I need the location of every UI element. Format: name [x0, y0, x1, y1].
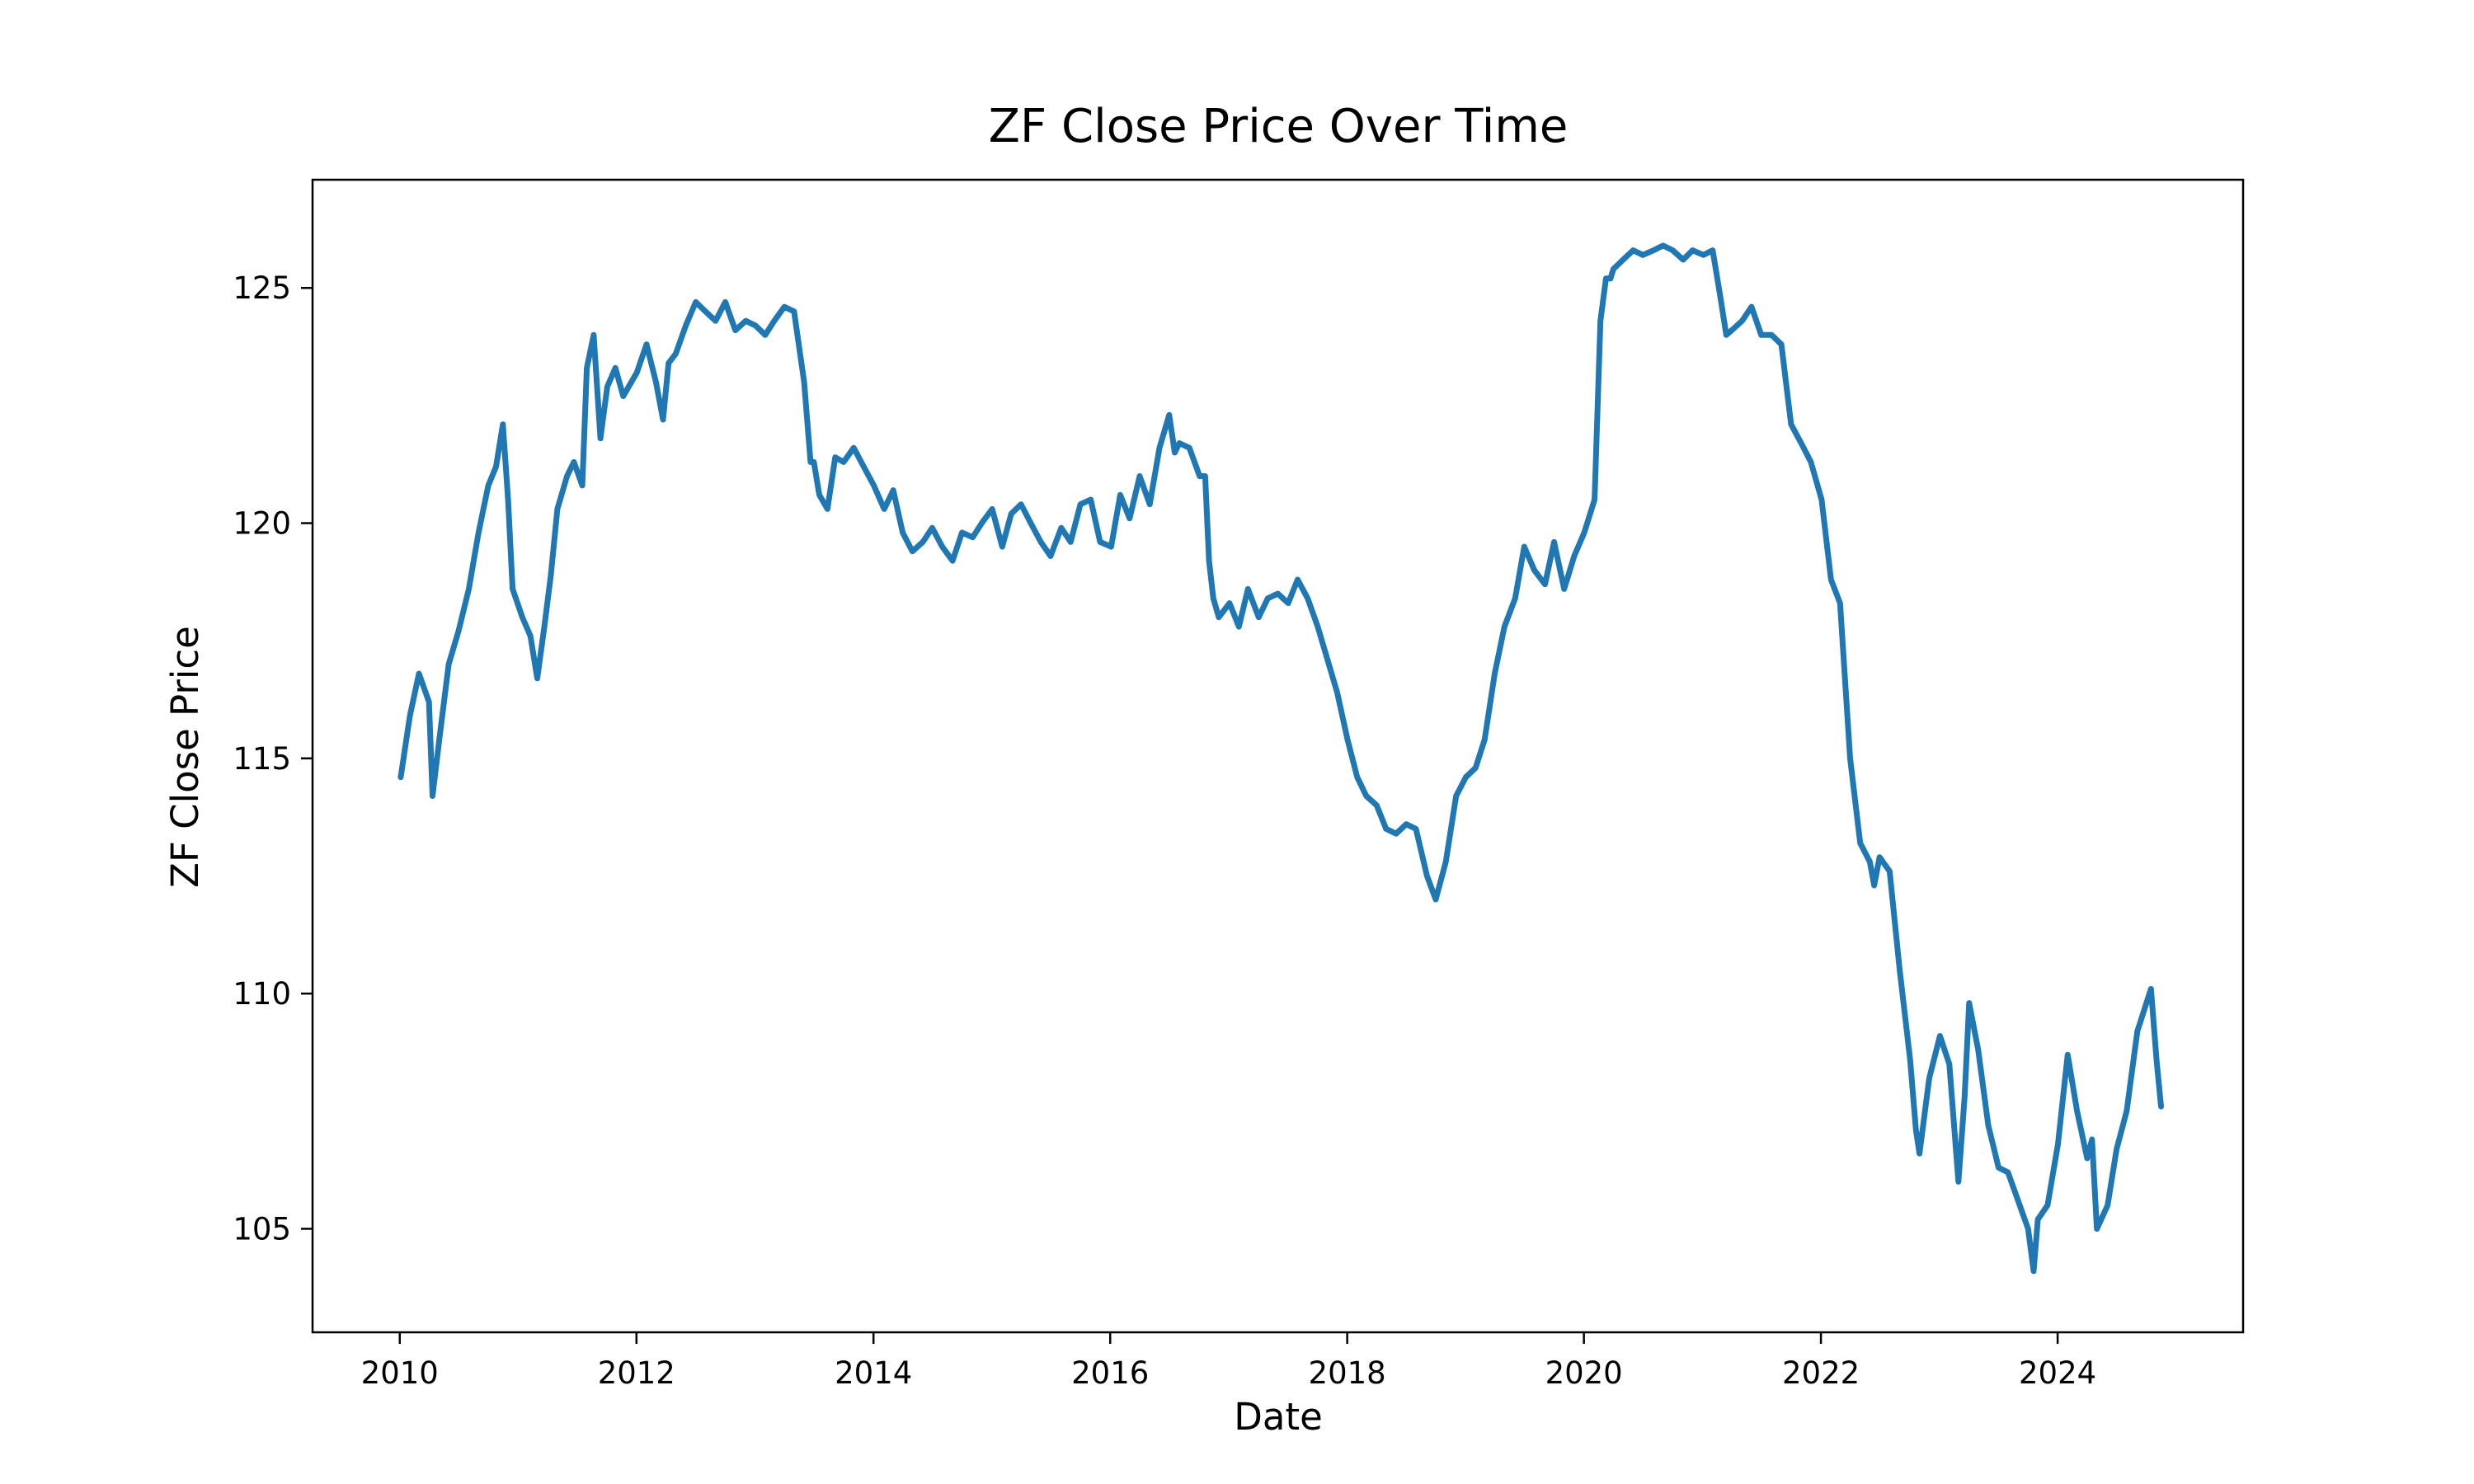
- x-tick-label-2012: 2012: [598, 1355, 675, 1391]
- y-tick-label-120: 120: [233, 506, 291, 542]
- x-tick-label-2010: 2010: [361, 1355, 439, 1391]
- x-tick-label-2018: 2018: [1309, 1355, 1386, 1391]
- y-tick-label-115: 115: [233, 741, 291, 777]
- x-tick-label-2016: 2016: [1071, 1355, 1149, 1391]
- x-tick-label-2024: 2024: [2019, 1355, 2096, 1391]
- x-tick-label-2022: 2022: [1782, 1355, 1860, 1391]
- y-tick-label-125: 125: [233, 270, 291, 306]
- x-axis-label: Date: [1234, 1395, 1323, 1439]
- plot-area: 2010 2012 2014 2016 2018 2020 2022 2024 105 110 11…: [233, 178, 2245, 1391]
- y-tick-label-110: 110: [233, 976, 291, 1012]
- y-tick-label-105: 105: [233, 1211, 291, 1247]
- x-tick-label-2014: 2014: [835, 1355, 912, 1391]
- series-line-0: [397, 242, 2164, 1275]
- plot-frame: [311, 178, 2245, 1334]
- y-axis-label: ZF Close Price: [163, 626, 207, 888]
- chart-title: ZF Close Price Over Time: [989, 100, 1569, 153]
- x-tick-label-2020: 2020: [1545, 1355, 1623, 1391]
